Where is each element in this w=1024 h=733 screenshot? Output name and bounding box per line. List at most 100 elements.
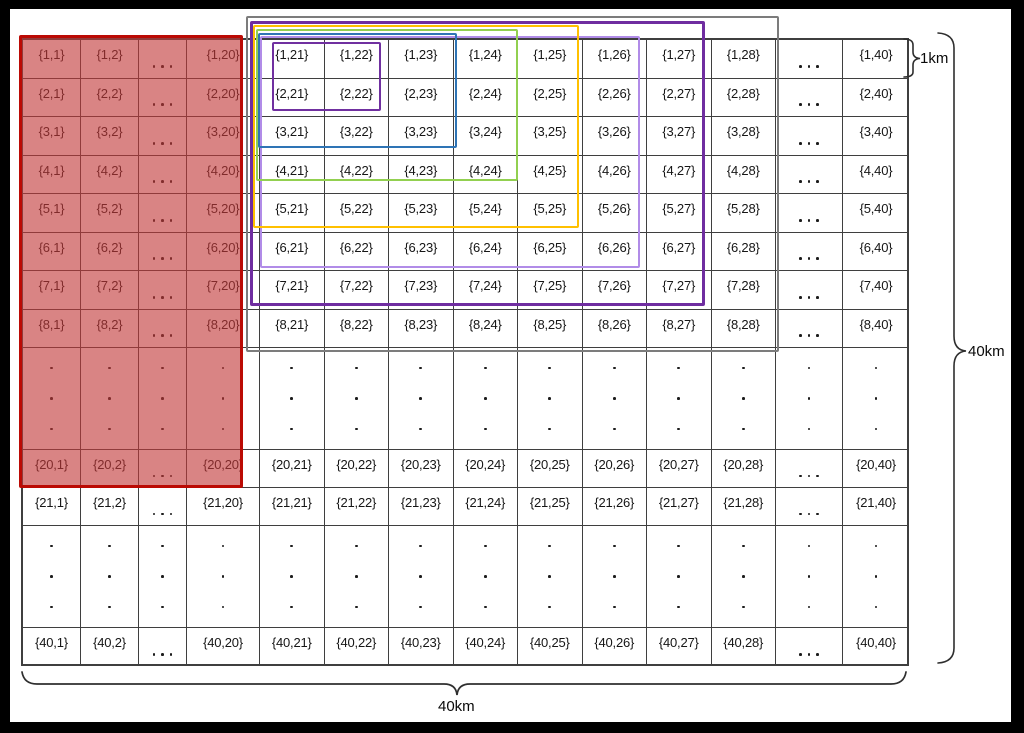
grid-cell: {7,21} [260,271,325,310]
ellipsis-horizontal [776,194,843,233]
ellipsis-horizontal [776,232,843,271]
grid-cell: {20,21} [260,450,325,488]
ellipsis-vertical [647,348,712,450]
label-1km: 1km [920,50,949,67]
grid-cell: {1,26} [582,40,647,79]
grid-cell: {20,40} [843,450,909,488]
ellipsis-vertical [81,526,139,628]
ellipsis-horizontal [139,488,187,526]
ellipsis-vertical [776,526,843,628]
grid-cell: {6,26} [582,232,647,271]
grid-cell: {6,20} [187,232,260,271]
grid-cell: {20,22} [324,450,389,488]
grid-cell: {5,26} [582,194,647,233]
grid-cell: {5,40} [843,194,909,233]
grid-cell: {40,21} [260,628,325,666]
ellipsis-vertical [389,526,454,628]
grid-cell: {40,24} [454,628,518,666]
grid-cell: {40,27} [647,628,712,666]
grid-cell: {6,23} [389,232,454,271]
ellipsis-vertical [518,526,583,628]
grid-cell: {8,26} [582,309,647,348]
grid-cell: {40,40} [856,635,896,650]
grid-cell: {21,22} [324,488,389,526]
grid-cell: {6,21} [260,232,325,271]
grid-cell: {8,20} [187,309,260,348]
ellipsis-vertical [843,348,909,450]
grid-cell: {40,28} [712,628,776,666]
grid-cell: {21,26} [582,488,647,526]
grid-cell: {1,21} [260,40,325,79]
grid-cell: {8,40} [843,310,909,348]
grid-cell: {1,40} [843,40,909,79]
grid-cell: {20,26} [582,450,647,488]
grid-cell: {3,25} [518,117,583,156]
grid-cell: {4,26} [582,155,647,194]
grid-cell: {3,26} [582,117,647,156]
grid-cell: {7,25} [518,271,583,310]
grid-cell: {3,20} [187,117,260,156]
grid-cell: {5,28} [711,194,776,233]
ellipsis-horizontal [776,271,843,310]
grid-cell: {2,26} [582,78,647,117]
grid-cell: {5,21} [260,194,325,233]
ellipsis-vertical [81,348,139,450]
grid-cell: {1,22} [324,40,389,79]
grid-cell: {5,1} [23,194,81,233]
grid-cell: {21,40} [843,488,909,526]
grid-cell: {3,27} [647,117,712,156]
grid-cell: {6,22} [324,232,389,271]
ellipsis-horizontal [139,155,187,194]
ellipsis-horizontal [776,628,843,666]
grid-cell: {3,22} [324,117,389,156]
grid-cell: {21,2} [81,488,139,526]
grid-cell: {7,26} [582,271,647,310]
grid-cell: {21,24} [453,488,518,526]
grid-cell: {8,21} [260,309,325,348]
ellipsis-vertical [139,526,187,628]
ellipsis-horizontal [776,40,843,79]
ellipsis-horizontal [139,78,187,117]
grid-cell: {2,24} [453,78,518,117]
grid-cell: {8,25} [518,309,583,348]
ellipsis-vertical [453,526,518,628]
grid-cell: {7,1} [23,271,81,310]
ellipsis-vertical [187,348,260,450]
ellipsis-horizontal [139,309,187,348]
grid-cell: {4,21} [260,155,325,194]
ellipsis-horizontal [139,232,187,271]
grid-cell: {21,21} [260,488,325,526]
grid-cell: {2,23} [389,78,454,117]
ellipsis-vertical [711,348,776,450]
grid-cell: {1,25} [518,40,583,79]
grid-cell: {21,27} [647,488,712,526]
grid-cell: {5,27} [647,194,712,233]
grid-cell: {6,24} [453,232,518,271]
grid-cell: {4,27} [647,155,712,194]
grid-cell: {40,23} [389,628,454,666]
grid-cell: {6,27} [647,232,712,271]
ellipsis-vertical [647,526,712,628]
grid-cell: {21,20} [187,488,260,526]
grid-cell: {4,20} [187,155,260,194]
grid-cell: {2,22} [324,78,389,117]
ellipsis-vertical [711,526,776,628]
grid-cell: {20,2} [81,450,139,488]
grid-cell: {3,24} [453,117,518,156]
grid-cell: {7,24} [453,271,518,310]
grid-cell: {21,23} [389,488,454,526]
grid-cell: {40,2} [81,628,139,666]
grid-cell: {6,25} [518,232,583,271]
grid-cell: {40,25} [518,628,583,666]
grid-cell: {40,22} [325,628,389,666]
grid-cell: {8,23} [389,309,454,348]
ellipsis-horizontal [776,117,843,156]
grid-cell: {2,2} [81,78,139,117]
ellipsis-vertical [260,348,325,450]
grid-cell: {8,27} [647,309,712,348]
ellipsis-vertical [187,526,260,628]
grid-cell: {20,23} [389,450,454,488]
grid-cell: {7,28} [711,271,776,310]
grid-cell: {4,2} [81,155,139,194]
grid-cell: {8,22} [324,309,389,348]
